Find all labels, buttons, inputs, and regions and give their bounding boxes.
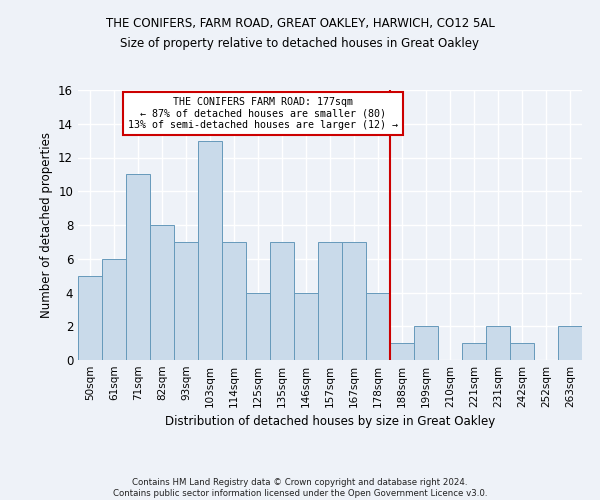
Bar: [270, 242, 294, 360]
Bar: [510, 343, 534, 360]
Bar: [102, 259, 126, 360]
Bar: [246, 292, 270, 360]
Bar: [318, 242, 342, 360]
Bar: [198, 140, 222, 360]
Bar: [150, 225, 174, 360]
Bar: [414, 326, 438, 360]
X-axis label: Distribution of detached houses by size in Great Oakley: Distribution of detached houses by size …: [165, 416, 495, 428]
Text: THE CONIFERS, FARM ROAD, GREAT OAKLEY, HARWICH, CO12 5AL: THE CONIFERS, FARM ROAD, GREAT OAKLEY, H…: [106, 18, 494, 30]
Bar: [126, 174, 150, 360]
Bar: [294, 292, 318, 360]
Text: Size of property relative to detached houses in Great Oakley: Size of property relative to detached ho…: [121, 38, 479, 51]
Bar: [174, 242, 198, 360]
Bar: [78, 276, 102, 360]
Y-axis label: Number of detached properties: Number of detached properties: [40, 132, 53, 318]
Bar: [222, 242, 246, 360]
Bar: [486, 326, 510, 360]
Bar: [558, 326, 582, 360]
Text: THE CONIFERS FARM ROAD: 177sqm
← 87% of detached houses are smaller (80)
13% of : THE CONIFERS FARM ROAD: 177sqm ← 87% of …: [128, 97, 398, 130]
Bar: [366, 292, 390, 360]
Bar: [390, 343, 414, 360]
Bar: [462, 343, 486, 360]
Text: Contains HM Land Registry data © Crown copyright and database right 2024.
Contai: Contains HM Land Registry data © Crown c…: [113, 478, 487, 498]
Bar: [342, 242, 366, 360]
